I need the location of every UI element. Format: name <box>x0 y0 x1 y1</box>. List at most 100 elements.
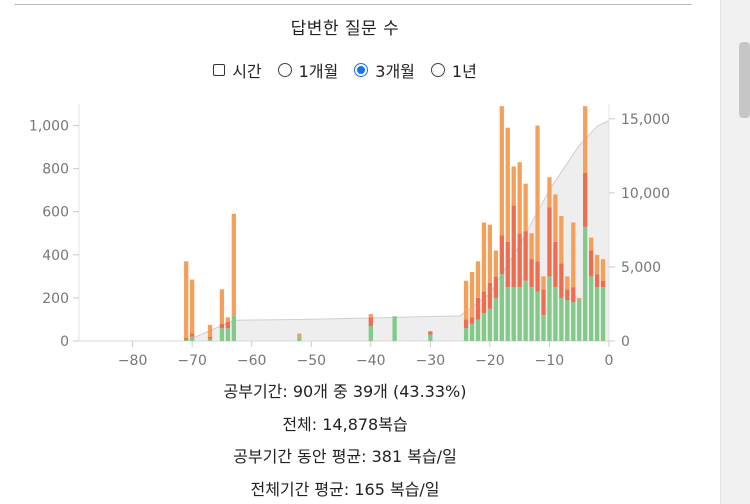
bar-young <box>487 308 493 341</box>
y-right-tick-label: 0 <box>621 334 630 350</box>
bar-learn <box>511 166 516 206</box>
bar-learn <box>541 276 546 290</box>
option-1-year-label: 1년 <box>451 62 477 81</box>
bar-young <box>547 276 552 341</box>
bar-learn <box>184 261 189 338</box>
bar-relearn <box>583 172 588 227</box>
bar-learn <box>594 254 600 275</box>
option-3-months-label: 3개월 <box>375 62 415 81</box>
bar-learn <box>588 237 594 251</box>
y-left-tick-label: 0 <box>60 334 69 350</box>
x-tick-label: −40 <box>356 353 386 369</box>
bar-relearn <box>511 205 516 288</box>
bar-relearn <box>535 261 540 292</box>
bar-relearn <box>481 291 487 313</box>
option-1-month-label: 1개월 <box>298 62 339 81</box>
y-left-tick-label: 1,000 <box>29 119 69 135</box>
study-days-stat: 공부기간: 90개 중 39개 (43.33%) <box>223 382 467 401</box>
bar-learn <box>190 279 195 334</box>
axis-layer: 0 200 400 600 800 1,000 0 5,000 10,000 15,000 −80 −… <box>29 104 670 369</box>
time-checkbox[interactable] <box>213 64 226 76</box>
bar-young <box>428 334 433 341</box>
bar-relearn <box>469 317 475 324</box>
bar-young <box>184 339 189 341</box>
bar-young <box>475 319 481 341</box>
bar-learn <box>493 250 498 277</box>
bar-young <box>511 287 516 341</box>
bar-young <box>517 287 522 341</box>
bar-young <box>225 328 231 341</box>
bar-young <box>463 328 469 341</box>
bar-learn <box>487 224 493 283</box>
y-right-tick-label: 5,000 <box>621 260 661 276</box>
option-1-year[interactable]: 1년 <box>430 58 477 82</box>
y-left-tick-label: 800 <box>42 162 69 178</box>
bar-learn <box>523 183 528 232</box>
bar-relearn <box>184 337 189 340</box>
bar-relearn <box>559 263 564 298</box>
bar-young <box>368 325 373 341</box>
bar-relearn <box>368 317 373 326</box>
bar-learn <box>231 213 236 316</box>
bar-relearn <box>207 336 213 339</box>
1-year-radio[interactable] <box>430 63 445 77</box>
bar-learn <box>481 222 487 292</box>
y-right-tick-label: 15,000 <box>621 112 670 128</box>
top-divider <box>14 4 692 5</box>
study-average-stat: 공부기간 동안 평균: 381 복습/일 <box>233 447 457 466</box>
y-left-tick-label: 400 <box>42 248 69 264</box>
bar-learn <box>297 333 302 337</box>
cumulative-line <box>185 120 610 342</box>
bar-relearn <box>219 323 225 329</box>
bar-young <box>523 280 528 341</box>
bar-learn <box>517 162 522 234</box>
option-1-month[interactable]: 1개월 <box>277 58 339 82</box>
bar-young <box>583 226 588 341</box>
reviews-chart: 0 200 400 600 800 1,000 0 5,000 10,000 15,000 −80 −… <box>29 104 670 369</box>
bar-learn <box>219 289 225 324</box>
bar-learn <box>207 324 213 337</box>
bar-young <box>600 287 606 341</box>
bar-young <box>190 336 195 341</box>
x-tick-label: −50 <box>296 353 326 369</box>
bar-young <box>541 315 546 341</box>
overall-average-stat: 전체기간 평균: 165 복습/일 <box>250 480 440 499</box>
x-tick-label: 0 <box>605 353 614 369</box>
bar-relearn <box>571 287 576 303</box>
bar-young <box>571 302 576 341</box>
bar-relearn <box>505 241 510 288</box>
x-tick-label: −20 <box>475 353 505 369</box>
bar-learn <box>565 276 570 290</box>
3-months-radio[interactable] <box>354 63 369 77</box>
bar-young <box>392 316 397 341</box>
bar-relearn <box>190 333 195 337</box>
bar-young <box>499 274 504 341</box>
bar-relearn <box>553 241 558 288</box>
total-stat: 전체: 14,878복습 <box>282 415 408 434</box>
bar-learn <box>463 280 469 320</box>
bar-relearn <box>541 289 546 316</box>
y-left-tick-label: 200 <box>42 291 69 307</box>
option-3-months[interactable]: 3개월 <box>354 58 415 82</box>
y-right-tick-label: 10,000 <box>621 186 670 202</box>
bars-layer <box>184 106 606 341</box>
x-tick-label: −60 <box>237 353 267 369</box>
1-month-radio[interactable] <box>277 63 292 77</box>
bar-relearn <box>493 276 498 298</box>
bar-relearn <box>565 289 570 301</box>
bar-learn <box>583 106 588 173</box>
bar-learn <box>499 106 504 236</box>
bar-relearn <box>428 331 433 335</box>
x-tick-label: −70 <box>177 353 207 369</box>
option-time[interactable]: 시간 <box>213 58 262 82</box>
option-time-label: 시간 <box>232 62 262 81</box>
bar-learn <box>225 317 231 322</box>
bar-young <box>577 300 582 341</box>
bar-young <box>529 287 534 341</box>
bar-learn <box>505 127 510 242</box>
bar-learn <box>577 297 582 301</box>
range-selector: 시간 1개월 3개월 1년 <box>0 58 690 82</box>
scrollbar-thumb[interactable] <box>739 42 750 118</box>
x-tick-label: −30 <box>416 353 446 369</box>
bar-learn <box>535 125 540 262</box>
